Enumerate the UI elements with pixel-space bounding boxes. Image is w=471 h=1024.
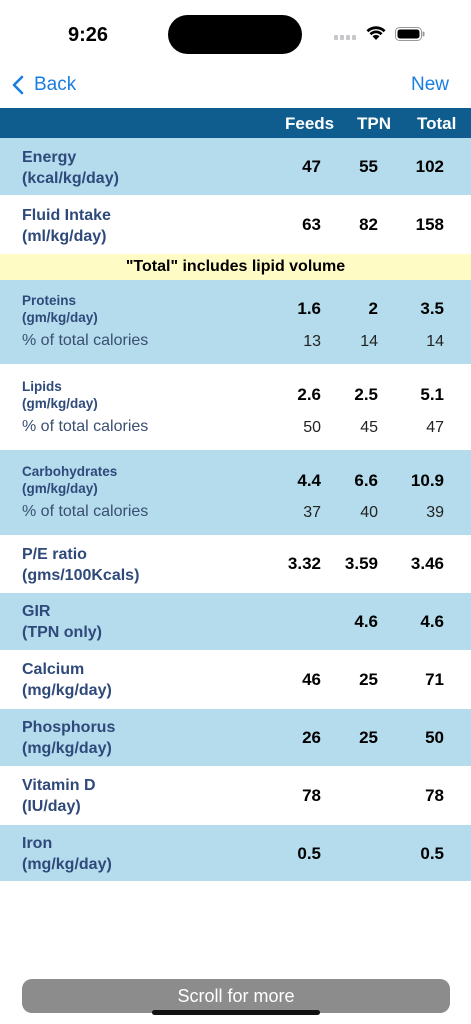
status-time: 9:26 [68,24,109,46]
feeds-percent: 50 [303,419,321,436]
total-percent: 39 [426,504,444,521]
table-row-calcium: Calcium (mg/kg/day) 46 25 71 [0,651,471,709]
column-header-tpn: TPN [357,114,391,133]
tpn-value: 3.59 [344,554,378,573]
total-value: 4.6 [420,612,444,631]
status-bar: 9:26 [0,0,471,62]
scroll-for-more-button[interactable]: Scroll for more [22,979,450,1013]
wifi-icon [366,26,386,40]
total-value: 71 [425,670,444,689]
row-label: Vitamin D (IU/day) [22,777,96,815]
chevron-left-icon [12,75,24,95]
dynamic-island [168,15,302,54]
battery-icon [395,27,425,41]
column-header-total: Total [417,114,457,133]
table-row-iron: Iron (mg/kg/day) 0.5 0.5 [0,825,471,882]
total-value: 78 [425,786,444,805]
table-row-lipids: Lipids (gm/kg/day) 2.6 2.5 5.1 % of tota… [0,365,471,450]
tpn-value: 25 [359,670,378,689]
feeds-value: 63 [302,215,321,234]
feeds-value: 3.32 [287,554,321,573]
table-row-proteins: Proteins (gm/kg/day) 1.6 2 3.5 % of tota… [0,280,471,365]
total-percent: 14 [426,333,444,350]
total-value: 102 [415,157,444,176]
table-row-phosphorus: Phosphorus (mg/kg/day) 26 25 50 [0,709,471,767]
feeds-value: 47 [302,157,321,176]
table-row-vitamin-d: Vitamin D (IU/day) 78 78 [0,767,471,825]
percent-calories-label: % of total calories [22,418,149,435]
feeds-value: 78 [302,786,321,805]
row-label: Lipids (gm/kg/day) [22,379,98,411]
row-label: GIR (TPN only) [22,603,102,641]
row-label: Energy (kcal/kg/day) [22,149,119,187]
cellular-signal-icon [334,35,358,41]
table-row-energy: Energy (kcal/kg/day) 47 55 102 [0,138,471,196]
feeds-value: 46 [302,670,321,689]
tpn-percent: 40 [360,504,378,521]
new-button[interactable]: New [410,74,449,95]
tpn-value: 82 [359,215,378,234]
row-label: Phosphorus (mg/kg/day) [22,719,116,757]
feeds-percent: 37 [303,504,321,521]
total-value: 0.5 [420,844,444,863]
table-header: Feeds TPN Total [0,108,471,138]
percent-calories-label: % of total calories [22,332,149,349]
total-value: 3.5 [420,299,444,318]
row-label: Fluid Intake (ml/kg/day) [22,207,111,245]
percent-calories-label: % of total calories [22,503,149,520]
feeds-value: 4.4 [297,471,321,490]
total-value: 5.1 [420,385,444,404]
feeds-value: 0.5 [297,844,321,863]
lipid-volume-notice: "Total" includes lipid volume [0,254,471,280]
row-label: Calcium (mg/kg/day) [22,661,112,699]
feeds-value: 26 [302,728,321,747]
table-row-pe-ratio: P/E ratio (gms/100Kcals) 3.32 3.59 3.46 [0,536,471,593]
tpn-value: 4.6 [354,612,378,631]
navigation-bar: Back New [0,62,471,108]
tpn-value: 25 [359,728,378,747]
row-label: P/E ratio (gms/100Kcals) [22,546,140,584]
total-percent: 47 [426,419,444,436]
total-value: 50 [425,728,444,747]
table-row-fluid-intake: Fluid Intake (ml/kg/day) 63 82 158 [0,196,471,254]
tpn-percent: 45 [360,419,378,436]
feeds-value: 1.6 [297,299,321,318]
feeds-percent: 13 [303,333,321,350]
back-label: Back [34,74,77,95]
column-header-feeds: Feeds [285,114,335,133]
tpn-percent: 14 [360,333,378,350]
tpn-value: 6.6 [354,471,378,490]
tpn-value: 2 [368,299,378,318]
total-value: 158 [415,215,444,234]
tpn-value: 2.5 [354,385,378,404]
table-row-gir: GIR (TPN only) 4.6 4.6 [0,593,471,651]
tpn-value: 55 [359,157,378,176]
total-value: 10.9 [410,471,444,490]
row-label: Carbohydrates (gm/kg/day) [22,464,118,496]
table-row-carbohydrates: Carbohydrates (gm/kg/day) 4.4 6.6 10.9 %… [0,450,471,536]
home-indicator[interactable] [152,1010,320,1015]
total-value: 3.46 [410,554,444,573]
row-label: Proteins (gm/kg/day) [22,293,98,325]
back-button[interactable]: Back [12,72,76,98]
row-label: Iron (mg/kg/day) [22,835,112,873]
feeds-value: 2.6 [297,385,321,404]
